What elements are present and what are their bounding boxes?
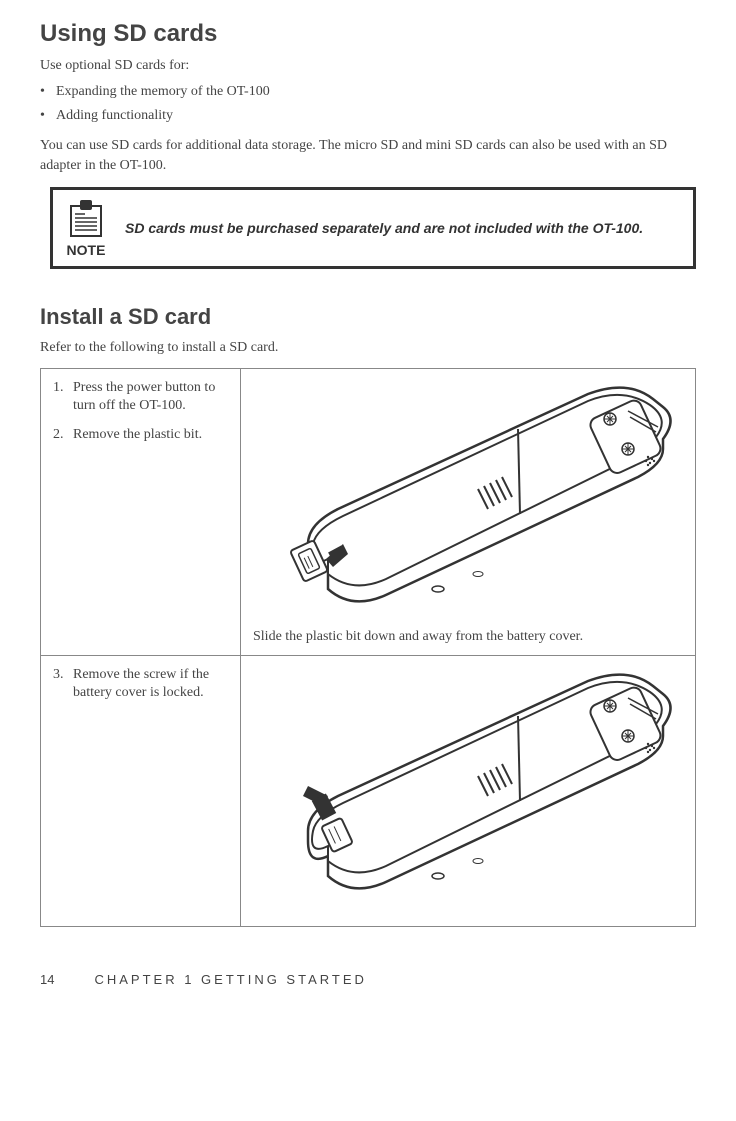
heading-install-sd-card: Install a SD card	[40, 304, 696, 330]
device-diagram-1	[258, 379, 678, 619]
note-text: SD cards must be purchased separately an…	[125, 219, 643, 237]
page-number: 14	[40, 972, 54, 987]
intro-text: Use optional SD cards for:	[40, 58, 696, 74]
heading-using-sd-cards: Using SD cards	[40, 20, 696, 48]
bullet-item: Adding functionality	[40, 108, 696, 124]
device-diagram-2	[258, 666, 678, 906]
steps-table: Press the power button to turn off the O…	[40, 368, 696, 927]
note-label: NOTE	[67, 242, 106, 258]
bullet-item: Expanding the memory of the OT-100	[40, 84, 696, 100]
diagram-cell-1: Slide the plastic bit down and away from…	[241, 369, 696, 656]
step-item: Press the power button to turn off the O…	[53, 379, 228, 415]
step-item: Remove the screw if the battery cover is…	[53, 666, 228, 702]
chapter-label: CHAPTER 1 GETTING STARTED	[94, 972, 366, 987]
intro-install: Refer to the following to install a SD c…	[40, 340, 696, 356]
bullet-list: Expanding the memory of the OT-100 Addin…	[40, 84, 696, 124]
diagram-caption: Slide the plastic bit down and away from…	[253, 629, 683, 645]
diagram-cell-2	[241, 656, 696, 927]
step-cell-3: Remove the screw if the battery cover is…	[41, 656, 241, 927]
paragraph: You can use SD cards for additional data…	[40, 136, 696, 175]
note-icon: NOTE	[65, 198, 107, 258]
step-item: Remove the plastic bit.	[53, 426, 228, 444]
page-footer: 14 CHAPTER 1 GETTING STARTED	[40, 972, 696, 987]
step-cell-1-2: Press the power button to turn off the O…	[41, 369, 241, 656]
note-box: NOTE SD cards must be purchased separate…	[50, 187, 696, 269]
